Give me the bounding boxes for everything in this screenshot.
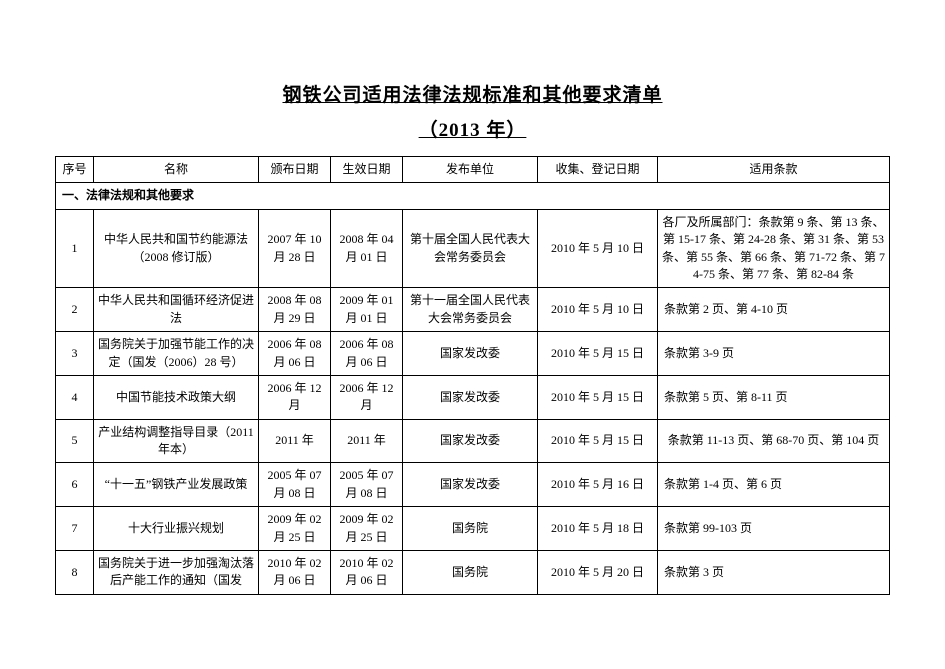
col-agency: 发布单位 xyxy=(403,157,538,183)
cell-eff-date: 2010 年 02 月 06 日 xyxy=(331,551,403,595)
cell-apply: 各厂及所属部门：条款第 9 条、第 13 条、第 15-17 条、第 24-28… xyxy=(658,209,890,288)
col-reg-date: 收集、登记日期 xyxy=(538,157,658,183)
cell-apply: 条款第 5 页、第 8-11 页 xyxy=(658,375,890,419)
cell-agency: 国家发改委 xyxy=(403,419,538,463)
table-row: 4中国节能技术政策大纲2006 年 12 月2006 年 12 月国家发改委20… xyxy=(56,375,890,419)
cell-reg-date: 2010 年 5 月 18 日 xyxy=(538,507,658,551)
cell-name: 国务院关于进一步加强淘汰落后产能工作的通知（国发 xyxy=(94,551,259,595)
cell-eff-date: 2009 年 02 月 25 日 xyxy=(331,507,403,551)
cell-issue-date: 2009 年 02 月 25 日 xyxy=(259,507,331,551)
cell-issue-date: 2006 年 12 月 xyxy=(259,375,331,419)
cell-idx: 5 xyxy=(56,419,94,463)
cell-name: 产业结构调整指导目录（2011 年本） xyxy=(94,419,259,463)
cell-name: “十一五”钢铁产业发展政策 xyxy=(94,463,259,507)
cell-agency: 国务院 xyxy=(403,507,538,551)
table-row: 6“十一五”钢铁产业发展政策2005 年 07 月 08 日2005 年 07 … xyxy=(56,463,890,507)
section-row: 一、法律法规和其他要求 xyxy=(56,183,890,209)
document-page: 钢铁公司适用法律法规标准和其他要求清单 （2013 年） 序号 名称 颁布日期 … xyxy=(0,0,945,595)
col-eff-date: 生效日期 xyxy=(331,157,403,183)
cell-agency: 国家发改委 xyxy=(403,375,538,419)
cell-apply: 条款第 2 页、第 4-10 页 xyxy=(658,288,890,332)
page-title: 钢铁公司适用法律法规标准和其他要求清单 xyxy=(55,80,890,107)
cell-agency: 第十一届全国人民代表大会常务委员会 xyxy=(403,288,538,332)
col-name: 名称 xyxy=(94,157,259,183)
cell-idx: 8 xyxy=(56,551,94,595)
cell-name: 中华人民共和国节约能源法（2008 修订版） xyxy=(94,209,259,288)
regulations-table: 序号 名称 颁布日期 生效日期 发布单位 收集、登记日期 适用条款 一、法律法规… xyxy=(55,156,890,595)
cell-eff-date: 2011 年 xyxy=(331,419,403,463)
cell-idx: 2 xyxy=(56,288,94,332)
section-title: 一、法律法规和其他要求 xyxy=(56,183,890,209)
cell-reg-date: 2010 年 5 月 15 日 xyxy=(538,419,658,463)
cell-reg-date: 2010 年 5 月 15 日 xyxy=(538,375,658,419)
cell-issue-date: 2005 年 07 月 08 日 xyxy=(259,463,331,507)
table-body: 一、法律法规和其他要求 1中华人民共和国节约能源法（2008 修订版）2007 … xyxy=(56,183,890,594)
table-row: 2中华人民共和国循环经济促进法2008 年 08 月 29 日2009 年 01… xyxy=(56,288,890,332)
cell-agency: 第十届全国人民代表大会常务委员会 xyxy=(403,209,538,288)
col-issue-date: 颁布日期 xyxy=(259,157,331,183)
cell-reg-date: 2010 年 5 月 10 日 xyxy=(538,209,658,288)
cell-issue-date: 2007 年 10 月 28 日 xyxy=(259,209,331,288)
cell-agency: 国务院 xyxy=(403,551,538,595)
table-header-row: 序号 名称 颁布日期 生效日期 发布单位 收集、登记日期 适用条款 xyxy=(56,157,890,183)
cell-apply: 条款第 3-9 页 xyxy=(658,332,890,376)
cell-eff-date: 2005 年 07 月 08 日 xyxy=(331,463,403,507)
cell-idx: 1 xyxy=(56,209,94,288)
col-idx: 序号 xyxy=(56,157,94,183)
cell-reg-date: 2010 年 5 月 20 日 xyxy=(538,551,658,595)
cell-name: 中国节能技术政策大纲 xyxy=(94,375,259,419)
cell-name: 中华人民共和国循环经济促进法 xyxy=(94,288,259,332)
table-row: 8国务院关于进一步加强淘汰落后产能工作的通知（国发2010 年 02 月 06 … xyxy=(56,551,890,595)
cell-idx: 6 xyxy=(56,463,94,507)
cell-idx: 3 xyxy=(56,332,94,376)
table-row: 7十大行业振兴规划2009 年 02 月 25 日2009 年 02 月 25 … xyxy=(56,507,890,551)
cell-eff-date: 2009 年 01 月 01 日 xyxy=(331,288,403,332)
cell-reg-date: 2010 年 5 月 16 日 xyxy=(538,463,658,507)
cell-eff-date: 2006 年 08 月 06 日 xyxy=(331,332,403,376)
cell-issue-date: 2011 年 xyxy=(259,419,331,463)
cell-eff-date: 2006 年 12 月 xyxy=(331,375,403,419)
col-apply: 适用条款 xyxy=(658,157,890,183)
table-row: 5产业结构调整指导目录（2011 年本）2011 年2011 年国家发改委201… xyxy=(56,419,890,463)
cell-agency: 国家发改委 xyxy=(403,463,538,507)
cell-apply: 条款第 99-103 页 xyxy=(658,507,890,551)
table-row: 1中华人民共和国节约能源法（2008 修订版）2007 年 10 月 28 日2… xyxy=(56,209,890,288)
cell-issue-date: 2008 年 08 月 29 日 xyxy=(259,288,331,332)
cell-reg-date: 2010 年 5 月 15 日 xyxy=(538,332,658,376)
cell-issue-date: 2006 年 08 月 06 日 xyxy=(259,332,331,376)
cell-reg-date: 2010 年 5 月 10 日 xyxy=(538,288,658,332)
cell-agency: 国家发改委 xyxy=(403,332,538,376)
page-subtitle: （2013 年） xyxy=(55,115,890,142)
cell-apply: 条款第 1-4 页、第 6 页 xyxy=(658,463,890,507)
cell-apply: 条款第 3 页 xyxy=(658,551,890,595)
cell-eff-date: 2008 年 04 月 01 日 xyxy=(331,209,403,288)
table-row: 3国务院关于加强节能工作的决定（国发（2006）28 号）2006 年 08 月… xyxy=(56,332,890,376)
cell-idx: 7 xyxy=(56,507,94,551)
cell-apply: 条款第 11-13 页、第 68-70 页、第 104 页 xyxy=(658,419,890,463)
cell-issue-date: 2010 年 02 月 06 日 xyxy=(259,551,331,595)
cell-name: 国务院关于加强节能工作的决定（国发（2006）28 号） xyxy=(94,332,259,376)
cell-name: 十大行业振兴规划 xyxy=(94,507,259,551)
cell-idx: 4 xyxy=(56,375,94,419)
